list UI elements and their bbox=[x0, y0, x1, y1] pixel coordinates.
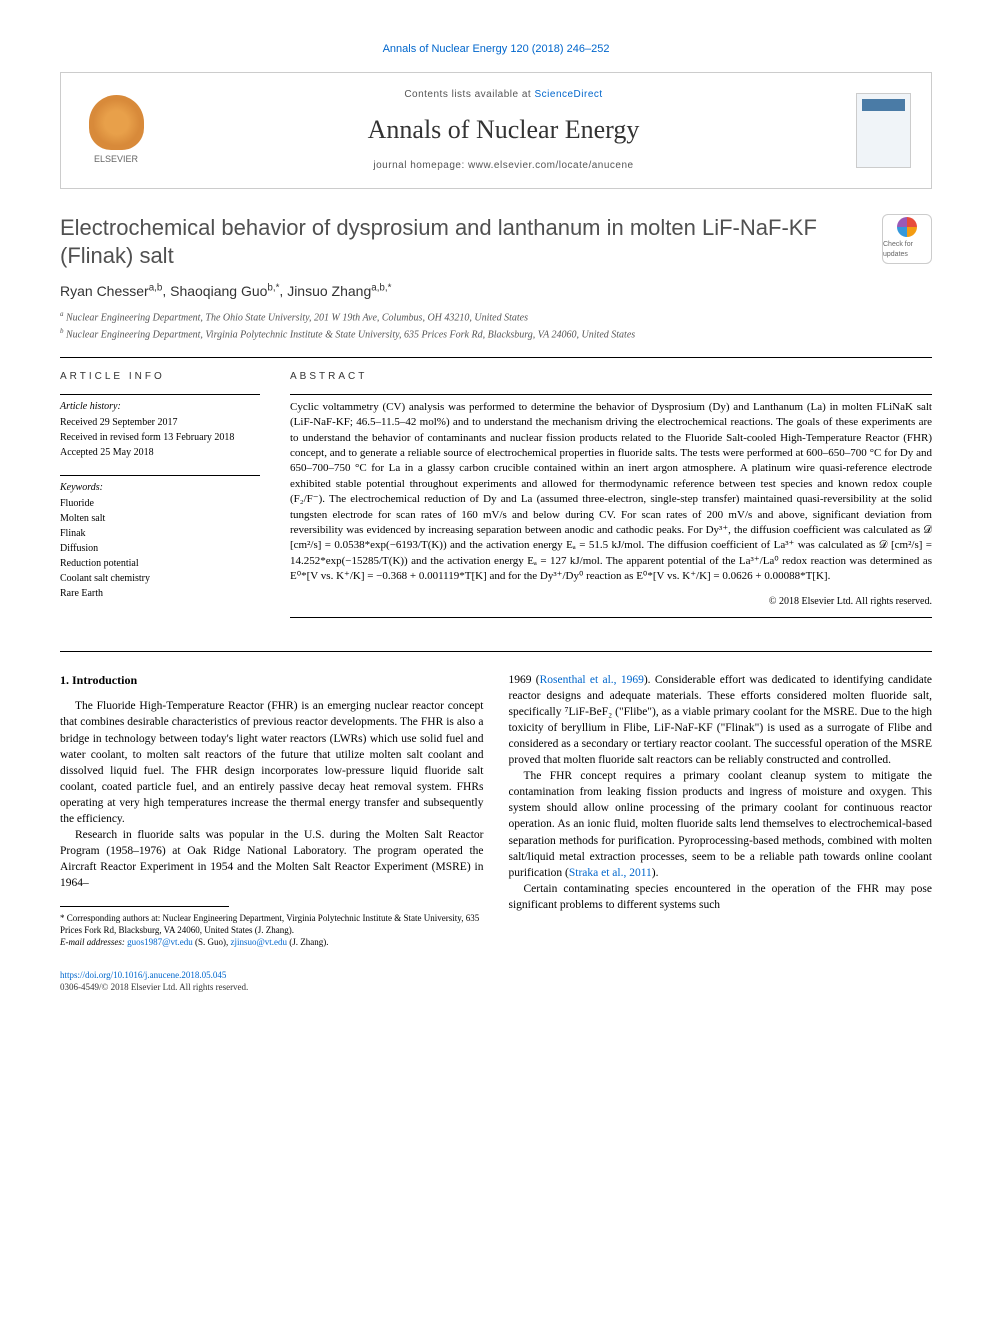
check-updates-badge[interactable]: Check for updates bbox=[882, 214, 932, 264]
body-columns: 1. Introduction The Fluoride High-Temper… bbox=[60, 672, 932, 949]
doi-link[interactable]: https://doi.org/10.1016/j.anucene.2018.0… bbox=[60, 969, 932, 982]
body-paragraph: Research in fluoride salts was popular i… bbox=[60, 827, 484, 891]
divider bbox=[60, 475, 260, 476]
elsevier-text: ELSEVIER bbox=[94, 153, 138, 166]
history-item: Received 29 September 2017 bbox=[60, 416, 260, 430]
body-paragraph: Certain contaminating species encountere… bbox=[509, 881, 933, 913]
affiliation-b: b Nuclear Engineering Department, Virgin… bbox=[60, 326, 932, 342]
journal-header-box: ELSEVIER Contents lists available at Sci… bbox=[60, 72, 932, 188]
body-paragraph: 1969 (Rosenthal et al., 1969). Considera… bbox=[509, 672, 933, 769]
abstract-text: Cyclic voltammetry (CV) analysis was per… bbox=[290, 400, 932, 585]
keyword: Diffusion bbox=[60, 542, 260, 556]
article-info-header: ARTICLE INFO bbox=[60, 370, 260, 384]
journal-reference-header: Annals of Nuclear Energy 120 (2018) 246–… bbox=[60, 40, 932, 57]
footnote-separator bbox=[60, 906, 229, 907]
issn-line: 0306-4549/© 2018 Elsevier Ltd. All right… bbox=[60, 981, 932, 994]
authors-line: Ryan Chessera,b, Shaoqiang Guob,*, Jinsu… bbox=[60, 281, 932, 301]
sciencedirect-link[interactable]: ScienceDirect bbox=[534, 89, 602, 100]
author-1[interactable]: Ryan Chessera,b bbox=[60, 283, 162, 299]
contents-available: Contents lists available at ScienceDirec… bbox=[151, 88, 856, 102]
history-item: Accepted 25 May 2018 bbox=[60, 446, 260, 460]
keyword: Fluoride bbox=[60, 497, 260, 511]
divider bbox=[60, 394, 260, 395]
doi-block: https://doi.org/10.1016/j.anucene.2018.0… bbox=[60, 969, 932, 994]
email-footnote: E-mail addresses: guos1987@vt.edu (S. Gu… bbox=[60, 937, 484, 949]
abstract-header: ABSTRACT bbox=[290, 370, 932, 384]
homepage-line: journal homepage: www.elsevier.com/locat… bbox=[151, 159, 856, 173]
affiliation-a: a Nuclear Engineering Department, The Oh… bbox=[60, 309, 932, 325]
article-title: Electrochemical behavior of dysprosium a… bbox=[60, 214, 867, 271]
corresponding-author-footnote: * Corresponding authors at: Nuclear Engi… bbox=[60, 913, 484, 936]
divider bbox=[290, 617, 932, 618]
keyword: Coolant salt chemistry bbox=[60, 572, 260, 586]
body-paragraph: The Fluoride High-Temperature Reactor (F… bbox=[60, 698, 484, 827]
keyword: Molten salt bbox=[60, 512, 260, 526]
keyword: Flinak bbox=[60, 527, 260, 541]
keyword: Rare Earth bbox=[60, 587, 260, 601]
article-info-block: ARTICLE INFO Article history: Received 2… bbox=[60, 370, 260, 626]
divider bbox=[60, 357, 932, 358]
crossmark-icon bbox=[897, 217, 917, 237]
homepage-url[interactable]: www.elsevier.com/locate/anucene bbox=[468, 160, 634, 171]
email-link-2[interactable]: zjinsuo@vt.edu bbox=[230, 937, 287, 947]
section-title: 1. Introduction bbox=[60, 672, 484, 689]
author-3[interactable]: Jinsuo Zhanga,b,* bbox=[287, 283, 391, 299]
history-label: Article history: bbox=[60, 400, 260, 414]
right-column: 1969 (Rosenthal et al., 1969). Considera… bbox=[509, 672, 933, 949]
history-item: Received in revised form 13 February 201… bbox=[60, 431, 260, 445]
keyword: Reduction potential bbox=[60, 557, 260, 571]
divider bbox=[60, 651, 932, 652]
citation-link[interactable]: Straka et al., 2011 bbox=[569, 867, 652, 879]
journal-ref: Annals of Nuclear Energy 120 (2018) 246–… bbox=[383, 43, 610, 55]
copyright-line: © 2018 Elsevier Ltd. All rights reserved… bbox=[290, 595, 932, 609]
body-paragraph: The FHR concept requires a primary coola… bbox=[509, 768, 933, 881]
left-column: 1. Introduction The Fluoride High-Temper… bbox=[60, 672, 484, 949]
citation-link[interactable]: Rosenthal et al., 1969 bbox=[540, 674, 644, 686]
journal-title: Annals of Nuclear Energy bbox=[151, 112, 856, 148]
author-2[interactable]: Shaoqiang Guob,* bbox=[170, 283, 279, 299]
divider bbox=[290, 394, 932, 395]
affiliations: a Nuclear Engineering Department, The Oh… bbox=[60, 309, 932, 342]
elsevier-logo: ELSEVIER bbox=[81, 91, 151, 171]
email-link-1[interactable]: guos1987@vt.edu bbox=[127, 937, 193, 947]
keywords-label: Keywords: bbox=[60, 481, 260, 495]
abstract-block: ABSTRACT Cyclic voltammetry (CV) analysi… bbox=[290, 370, 932, 626]
elsevier-tree-icon bbox=[89, 95, 144, 150]
journal-cover-thumbnail bbox=[856, 93, 911, 168]
